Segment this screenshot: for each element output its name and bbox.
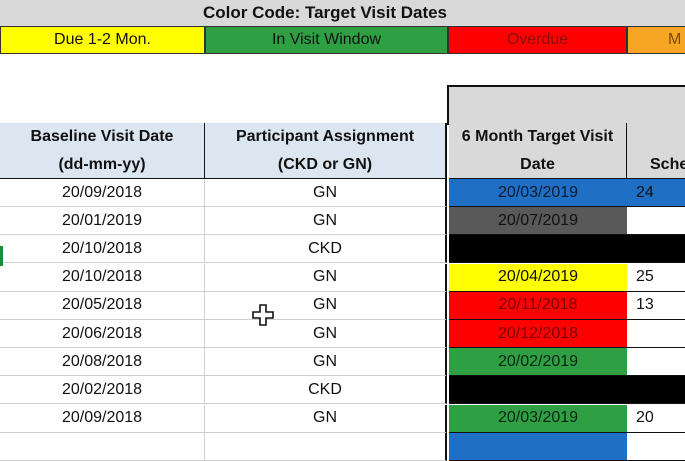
cell-cursor-icon [252,304,274,326]
header-target-line2: Date [520,155,555,173]
target-visit-date-cell[interactable]: 20/02/2019 [449,348,627,377]
table-row: 20/06/2018 GN 20/12/2018 [0,320,685,348]
table-header: Baseline Visit Date (dd-mm-yy) Participa… [0,123,685,179]
baseline-visit-date-cell[interactable]: 20/10/2018 [0,235,205,264]
table-row: 20/10/2018 CKD [0,235,685,264]
selection-edge-marker [0,246,3,266]
scheduled-date-cell[interactable] [627,432,685,461]
table-row: 20/05/2018 GN 20/11/2018 13 [0,291,685,320]
participant-assignment-cell[interactable]: CKD [205,235,447,264]
target-visit-date-cell[interactable]: 20/03/2019 [449,179,627,207]
participant-assignment-cell[interactable]: GN [205,179,447,207]
legend-row: Due 1-2 Mon. In Visit Window Overdue M [0,26,685,55]
legend-in-visit-window[interactable]: In Visit Window [205,26,448,54]
target-visit-date-cell[interactable]: 20/03/2019 [449,404,627,433]
scheduled-date-cell[interactable]: 25 [627,263,685,292]
header-baseline-line2: (dd-mm-yy) [58,155,146,173]
table-row: 20/08/2018 GN 20/02/2019 [0,348,685,377]
header-sched-line1 [650,123,654,151]
table-row: 20/01/2019 GN 20/07/2019 [0,207,685,236]
baseline-visit-date-cell[interactable]: 20/10/2018 [0,263,205,292]
header-baseline-visit-date[interactable]: Baseline Visit Date (dd-mm-yy) [0,123,205,179]
title-row: Color Code: Target Visit Dates [0,0,685,27]
header-assignment-line2: (CKD or GN) [277,155,373,173]
scheduled-date-cell[interactable] [627,348,685,377]
header-participant-assignment[interactable]: Participant Assignment (CKD or GN) [205,123,447,179]
scheduled-date-cell[interactable] [627,320,685,348]
participant-assignment-cell[interactable]: GN [205,404,447,433]
table-row [0,432,685,461]
participant-assignment-cell[interactable]: GN [205,320,447,348]
baseline-visit-date-cell[interactable]: 20/05/2018 [0,291,205,320]
participant-assignment-cell[interactable]: GN [205,263,447,292]
table-row: 20/09/2018 GN 20/03/2019 20 [0,404,685,433]
table-row: 20/02/2018 CKD [0,376,685,405]
table-row: 20/10/2018 GN 20/04/2019 25 [0,263,685,292]
scheduled-date-cell[interactable] [627,376,685,405]
scheduled-date-cell[interactable]: 13 [627,291,685,320]
target-visit-date-cell[interactable]: 20/11/2018 [449,291,627,320]
header-target-line1: 6 Month Target Visit [461,127,614,145]
participant-assignment-cell[interactable]: CKD [205,376,447,405]
target-visit-date-cell[interactable] [449,432,627,461]
table-row: 20/09/2018 GN 20/03/2019 24 [0,179,685,207]
scheduled-date-cell[interactable] [627,207,685,236]
participant-assignment-cell[interactable]: GN [205,291,447,320]
participant-assignment-cell[interactable]: GN [205,207,447,236]
baseline-visit-date-cell[interactable]: 20/01/2019 [0,207,205,236]
legend-overdue[interactable]: Overdue [448,26,627,54]
header-6-month-target[interactable]: 6 Month Target Visit Date [449,123,627,179]
scheduled-date-cell[interactable]: 20 [627,404,685,433]
participant-assignment-cell[interactable] [205,432,447,461]
header-assignment-line1: Participant Assignment [235,127,415,145]
baseline-visit-date-cell[interactable]: 20/06/2018 [0,320,205,348]
legend-due-1-2-months[interactable]: Due 1-2 Mon. [0,26,205,54]
baseline-visit-date-cell[interactable]: 20/08/2018 [0,348,205,377]
header-sched-partial: Sche [650,155,685,173]
scheduled-date-cell[interactable] [627,235,685,264]
legend-partial-m[interactable]: M [627,26,685,54]
target-visit-date-cell[interactable]: 20/04/2019 [449,263,627,292]
target-header-top[interactable] [447,85,685,125]
baseline-visit-date-cell[interactable]: 20/09/2018 [0,404,205,433]
baseline-visit-date-cell[interactable]: 20/09/2018 [0,179,205,207]
color-code-title[interactable]: Color Code: Target Visit Dates [202,3,448,22]
target-visit-date-cell[interactable] [449,376,627,405]
baseline-visit-date-cell[interactable]: 20/02/2018 [0,376,205,405]
baseline-visit-date-cell[interactable] [0,432,205,461]
target-visit-date-cell[interactable]: 20/12/2018 [449,320,627,348]
scheduled-date-cell[interactable]: 24 [627,179,685,207]
participant-assignment-cell[interactable]: GN [205,348,447,377]
header-baseline-line1: Baseline Visit Date [30,127,174,145]
blank-row [0,55,685,85]
target-visit-date-cell[interactable] [449,235,627,264]
target-visit-date-cell[interactable]: 20/07/2019 [449,207,627,236]
header-scheduled-partial[interactable]: Sche [627,123,685,179]
